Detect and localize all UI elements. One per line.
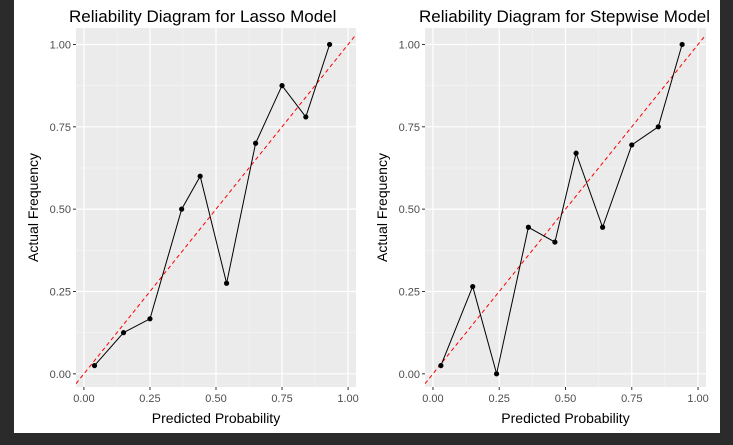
chart-title: Reliability Diagram for Stepwise Model	[419, 7, 710, 26]
y-tick-label: 0.75	[399, 122, 420, 134]
data-point	[326, 41, 333, 48]
x-axis-title: Predicted Probability	[152, 410, 280, 426]
x-axis-title: Predicted Probability	[501, 410, 629, 426]
data-point	[147, 316, 153, 322]
data-point	[629, 142, 635, 148]
data-point	[470, 283, 476, 290]
y-tick-label: 0.50	[50, 204, 71, 216]
reliability-figure: 0.00 0.25 0.50 0.75 1.00 0.00 0.25 0.50 0.75 1.00…	[25, 7, 710, 426]
chart-title: Reliability Diagram for Lasso Model	[69, 7, 336, 26]
x-tick-label: 0.75	[621, 393, 642, 405]
y-axis-title: Actual Frequency	[374, 153, 390, 262]
y-tick-label: 0.00	[399, 369, 420, 381]
data-point	[303, 114, 309, 120]
x-tick-label: 1.00	[337, 393, 358, 405]
y-tick-label: 0.75	[50, 122, 71, 134]
x-tick-label: 0.25	[139, 393, 160, 405]
x-tick-label: 0.25	[489, 393, 510, 405]
y-axis-title: Actual Frequency	[25, 153, 41, 262]
y-tick-label: 0.50	[399, 204, 420, 216]
x-tick-label: 0.00	[73, 393, 94, 405]
data-point	[525, 224, 531, 230]
data-point	[179, 206, 185, 212]
data-point	[679, 41, 685, 48]
data-point	[279, 83, 285, 89]
data-point	[91, 362, 98, 369]
lasso-chart: 0.00 0.25 0.50 0.75 1.00 0.00 0.25 0.50 0.75 1.00…	[25, 7, 359, 426]
data-point	[493, 371, 500, 377]
reference-line-group	[425, 34, 706, 385]
y-tick-label: 0.25	[50, 286, 71, 298]
x-tick-label: 0.50	[205, 393, 226, 405]
grid-lines	[76, 28, 356, 387]
perfect-calibration-line	[76, 34, 356, 385]
y-tick-label: 0.00	[50, 369, 71, 381]
data-point	[223, 280, 230, 286]
x-tick-label: 1.00	[687, 393, 708, 405]
x-tick-label: 0.75	[271, 393, 292, 405]
calibration-line	[440, 44, 683, 374]
calibration-line	[94, 44, 331, 366]
data-point	[197, 173, 203, 179]
reference-line-group	[76, 34, 356, 385]
data-point	[120, 330, 127, 336]
data-point	[253, 140, 259, 146]
data-point	[573, 150, 579, 156]
data-point	[552, 239, 558, 245]
y-tick-label: 1.00	[399, 39, 420, 51]
perfect-calibration-line	[425, 34, 706, 385]
y-tick-label: 1.00	[50, 39, 71, 51]
x-tick-label: 0.50	[555, 393, 576, 405]
stepwise-chart: 0.00 0.25 0.50 0.75 1.00 0.00 0.25 0.50 0.75 1.00…	[374, 7, 710, 426]
grid-lines	[425, 28, 706, 387]
x-tick-label: 0.00	[422, 393, 443, 405]
y-tick-label: 0.25	[399, 286, 420, 298]
data-point	[655, 124, 661, 130]
data-point	[438, 362, 444, 369]
data-point	[600, 224, 606, 230]
figure-canvas: 0.00 0.25 0.50 0.75 1.00 0.00 0.25 0.50 0.75 1.00…	[14, 0, 720, 433]
axis-ticks: 0.00 0.25 0.50 0.75 1.00 0.00 0.25 0.50 0.75 1.00	[50, 39, 359, 405]
axis-ticks: 0.00 0.25 0.50 0.75 1.00 0.00 0.25 0.50 0.75 1.00	[399, 39, 709, 405]
